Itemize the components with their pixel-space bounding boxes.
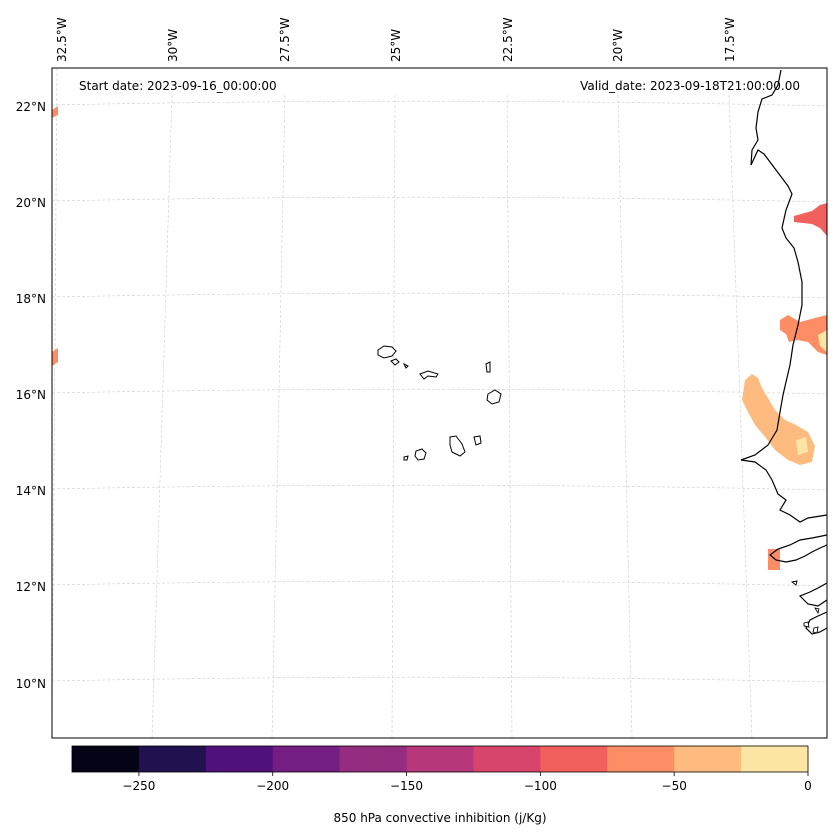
colorbar-swatches [72,746,809,772]
colorbar-label: 850 hPa convective inhibition (j/Kg) [333,811,546,825]
map-background [52,68,827,738]
lon-label: 20°W [611,29,625,62]
coastline-sierra-leone [805,611,828,635]
lat-label: 16°N [16,388,46,402]
gridlines [51,67,828,739]
lon-label: 32.5°W [55,17,69,62]
gridline-lon-32-5 [51,67,58,739]
colorbar-swatch [272,746,341,772]
cin-patch-right-20n [794,203,827,236]
gridline-lat-12 [51,580,828,587]
island-sao-nicolau [419,370,439,380]
island-boa-vista [486,389,502,405]
colorbar-swatch [205,746,274,772]
gridline-lat-18 [51,292,828,299]
lon-label: 27.5°W [278,17,292,62]
bijagos-island-1 [790,580,798,586]
lat-label: 10°N [16,677,46,691]
island-santo-antao [377,345,397,359]
colorbar-swatch [741,746,809,772]
gridline-lat-10 [51,676,828,683]
lat-label: 22°N [16,100,46,114]
island-maio [473,435,482,446]
lat-label: 12°N [16,580,46,594]
gridline-lat-14 [51,484,828,491]
island-sal [485,361,491,373]
gridline-lat-20 [51,196,828,203]
cape-verde-islands [377,345,502,461]
gridline-lon-20 [617,94,633,739]
lon-label: 25°W [389,29,403,62]
colorbar-swatch [138,746,207,772]
colorbar-swatch [607,746,675,772]
start-date-text: Start date: 2023-09-16_00:00:00 [79,79,277,93]
coastlines [740,69,828,635]
map-frame [51,67,828,739]
cin-patch-left-mid [52,348,58,366]
colorbar-swatch [339,746,408,772]
colorbar-tick-label: −150 [390,779,423,793]
bijagos-island-4 [814,607,820,615]
lon-label: 17.5°W [723,17,737,62]
colorbar-tick-label: 0 [804,779,812,793]
bijagos-island-2 [803,621,810,628]
colorbar-ticks: −250 −200 −150 −100 −50 0 [122,772,812,793]
latitude-labels: 22°N 20°N 18°N 16°N 14°N 12°N 10°N [16,100,46,691]
gridline-lat-16 [51,388,828,395]
colorbar-tick-label: −50 [662,779,687,793]
colorbar: −250 −200 −150 −100 −50 0 850 hPa convective … [71,745,812,825]
lat-label: 18°N [16,292,46,306]
colorbar-tick-label: −200 [256,779,289,793]
lon-label: 30°W [166,29,180,62]
colorbar-frame [71,745,809,773]
cin-patch-right-17n-inner [818,330,827,352]
cin-patch-right-17n [780,315,827,355]
bijagos-islands [790,580,820,634]
gridline-lon-17-5 [728,94,753,739]
lat-label: 20°N [16,196,46,210]
colorbar-tick-label: −250 [122,779,155,793]
island-santa-luzia [402,362,409,369]
lat-label: 14°N [16,484,46,498]
island-santiago [449,435,466,457]
colorbar-swatch [72,746,140,772]
island-sao-vicente [390,358,400,366]
colorbar-tick-label: −100 [524,779,557,793]
coastline-guinea-bissau [769,534,828,563]
colorbar-swatch [674,746,742,772]
lon-label: 22.5°W [501,17,515,62]
gridline-lon-22-5 [506,94,513,739]
gridline-lat-22 [51,100,828,107]
coastline-guinea [798,582,828,607]
colorbar-swatch [406,746,474,772]
island-fogo [414,448,427,461]
gridline-lon-30 [151,94,173,739]
colorbar-swatch [473,746,541,772]
coastline-west-africa [740,69,828,523]
cin-patch-left-top [52,106,58,118]
longitude-labels: 32.5°W 30°W 27.5°W 25°W 22.5°W 20°W 17.5… [55,17,737,62]
cin-patch-right-15n-inner [796,437,808,455]
gridline-lon-25 [391,94,396,739]
island-brava [403,455,409,461]
bijagos-island-3 [812,626,819,634]
gridline-lon-27-5 [271,94,286,739]
valid-date-text: Valid_date: 2023-09-18T21:00:00.00 [580,79,800,93]
colorbar-swatch [540,746,608,772]
